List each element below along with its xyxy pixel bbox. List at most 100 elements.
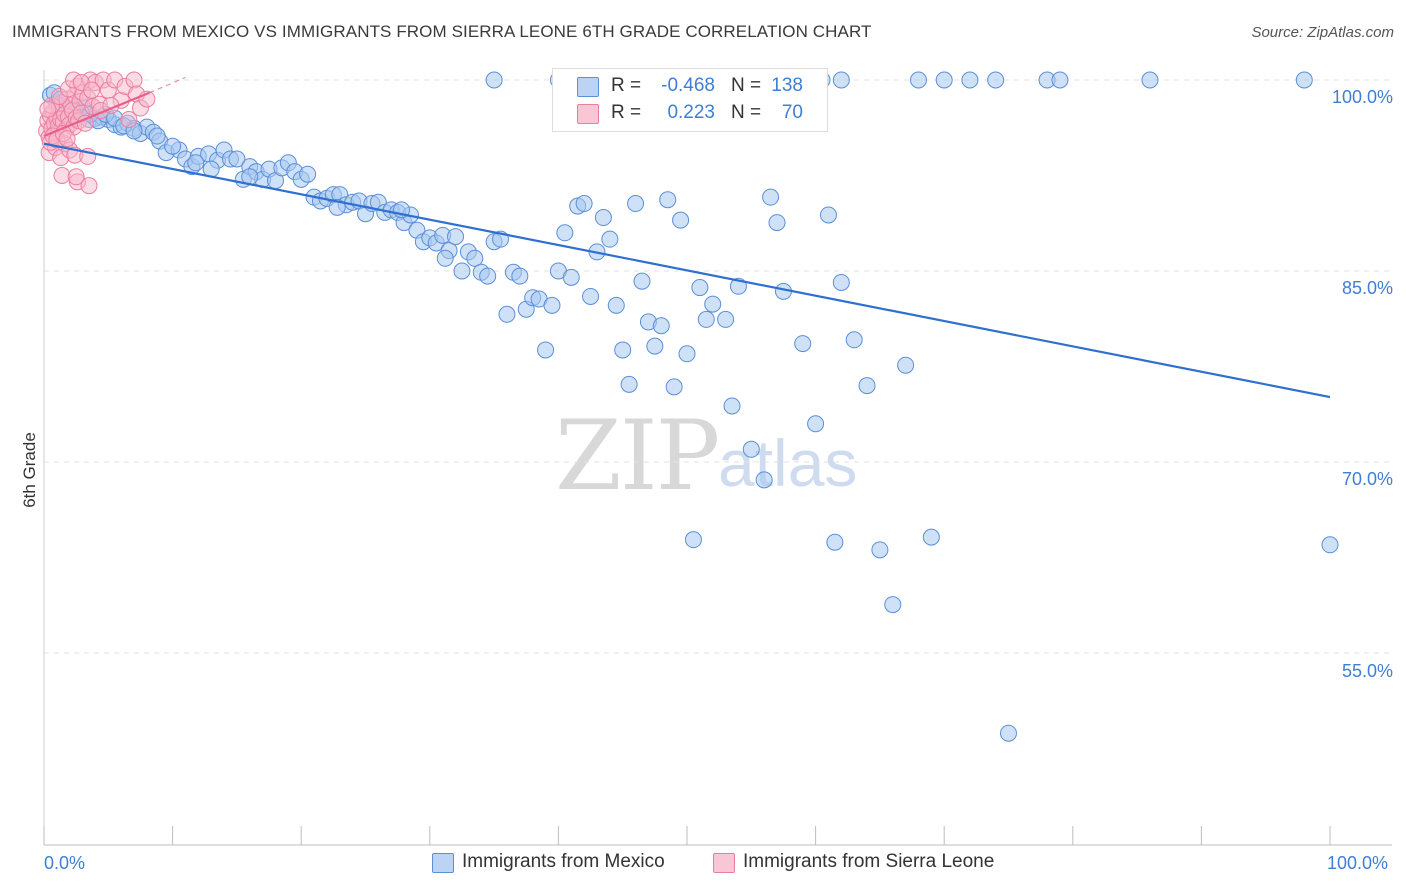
sierra-leone-point: [83, 81, 101, 99]
chart-title: IMMIGRANTS FROM MEXICO VS IMMIGRANTS FRO…: [12, 22, 872, 41]
mexico-point: [762, 188, 780, 206]
mexico-point: [826, 533, 844, 551]
mexico-point: [447, 228, 465, 246]
mexico-point: [742, 440, 760, 458]
mexico-point: [922, 528, 940, 546]
mexico-point: [228, 150, 246, 168]
mexico-point: [148, 127, 166, 145]
mexico-point: [961, 71, 979, 89]
mexico-point: [1141, 71, 1159, 89]
mexico-point: [594, 209, 612, 227]
mexico-point: [187, 154, 205, 172]
mexico-point: [665, 378, 683, 396]
mexico-point: [537, 341, 555, 359]
legend-n-label: N =: [731, 75, 762, 96]
mexico-point: [691, 279, 709, 297]
mexico-point: [678, 345, 696, 363]
mexico-point: [807, 415, 825, 433]
bottom-legend-label: Immigrants from Sierra Leone: [743, 851, 995, 872]
mexico-point: [768, 214, 786, 232]
legend-swatch-mexico: [577, 77, 599, 97]
mexico-point: [575, 195, 593, 213]
mexico-point: [935, 71, 953, 89]
mexico-point: [164, 137, 182, 155]
watermark-atlas: atlas: [718, 426, 858, 500]
legend-r-value: -0.468: [661, 75, 715, 96]
sierra-leone-trend-extension: [149, 76, 186, 94]
y-tick-label-55: 55.0%: [1341, 661, 1393, 681]
mexico-point: [1321, 536, 1339, 554]
sierra-leone-point: [80, 177, 98, 195]
mexico-point: [485, 71, 503, 89]
sierra-leone-point: [67, 168, 85, 186]
mexico-point: [652, 317, 670, 335]
mexico-point: [794, 335, 812, 353]
mexico-point: [633, 272, 651, 290]
mexico-point: [498, 305, 516, 323]
mexico-point: [684, 531, 702, 549]
mexico-point: [299, 165, 317, 183]
mexico-point: [627, 195, 645, 213]
mexico-point: [466, 249, 484, 267]
sierra-leone-point: [125, 71, 143, 89]
mexico-point: [479, 267, 497, 285]
bottom-legend-label: Immigrants from Mexico: [462, 851, 665, 872]
mexico-point: [556, 224, 574, 242]
legend-row-mexico: R = -0.468 N = 138: [553, 73, 827, 99]
mexico-point: [511, 267, 529, 285]
mexico-point: [909, 71, 927, 89]
mexico-point: [832, 71, 850, 89]
mexico-point: [543, 296, 561, 314]
legend-swatch-sierra-leone: [577, 104, 599, 124]
mexico-point: [607, 296, 625, 314]
mexico-point: [845, 331, 863, 349]
bottom-legend-swatch-sierra-leone: [713, 853, 735, 873]
mexico-point: [987, 71, 1005, 89]
sierra-leone-point: [120, 110, 138, 128]
mexico-point: [897, 356, 915, 374]
legend-row-sierra-leone: R = 0.223 N = 70: [553, 100, 827, 126]
mexico-point: [1051, 71, 1069, 89]
mexico-point: [858, 377, 876, 395]
mexico-point: [620, 375, 638, 393]
x-tick-label-min: 0.0%: [44, 853, 86, 873]
legend-n-value: 138: [771, 75, 803, 96]
x-tick-label-max: 100.0%: [1327, 853, 1389, 873]
legend-n-label: N =: [731, 102, 762, 123]
mexico-point: [717, 310, 735, 328]
mexico-point: [453, 262, 471, 280]
y-tick-label-100: 100.0%: [1331, 87, 1393, 107]
source-label: Source: ZipAtlas.com: [1251, 24, 1394, 41]
sierra-leone-point: [58, 130, 76, 148]
sierra-leone-point: [53, 167, 71, 184]
mexico-point: [659, 191, 677, 209]
legend-r-value: 0.223: [667, 102, 715, 123]
correlation-legend: R = -0.468 N = 138 R = 0.223 N = 70: [552, 68, 828, 132]
mexico-point: [697, 310, 715, 328]
sierra-leone-trend-line: [43, 91, 150, 138]
mexico-point: [436, 249, 454, 267]
mexico-point: [614, 341, 632, 359]
y-tick-label-85: 85.0%: [1341, 278, 1393, 298]
sierra-leone-point: [39, 100, 57, 118]
mexico-point: [755, 471, 773, 489]
mexico-point: [832, 273, 850, 291]
legend-n-value: 70: [781, 102, 803, 123]
mexico-point: [1000, 724, 1017, 742]
mexico-point: [672, 211, 690, 229]
bottom-legend-swatch-mexico: [432, 853, 454, 873]
mexico-point: [601, 230, 619, 248]
mexico-point: [723, 397, 741, 415]
mexico-point: [819, 206, 837, 224]
mexico-point: [704, 295, 722, 313]
legend-r-label: R =: [611, 75, 642, 96]
mexico-point: [582, 287, 600, 305]
mexico-point: [884, 596, 902, 614]
mexico-point: [646, 337, 664, 355]
mexico-point: [1295, 71, 1313, 89]
y-tick-label-70: 70.0%: [1341, 469, 1393, 489]
mexico-point: [871, 541, 889, 559]
legend-r-label: R =: [611, 102, 642, 123]
mexico-trend-line: [43, 142, 1331, 399]
